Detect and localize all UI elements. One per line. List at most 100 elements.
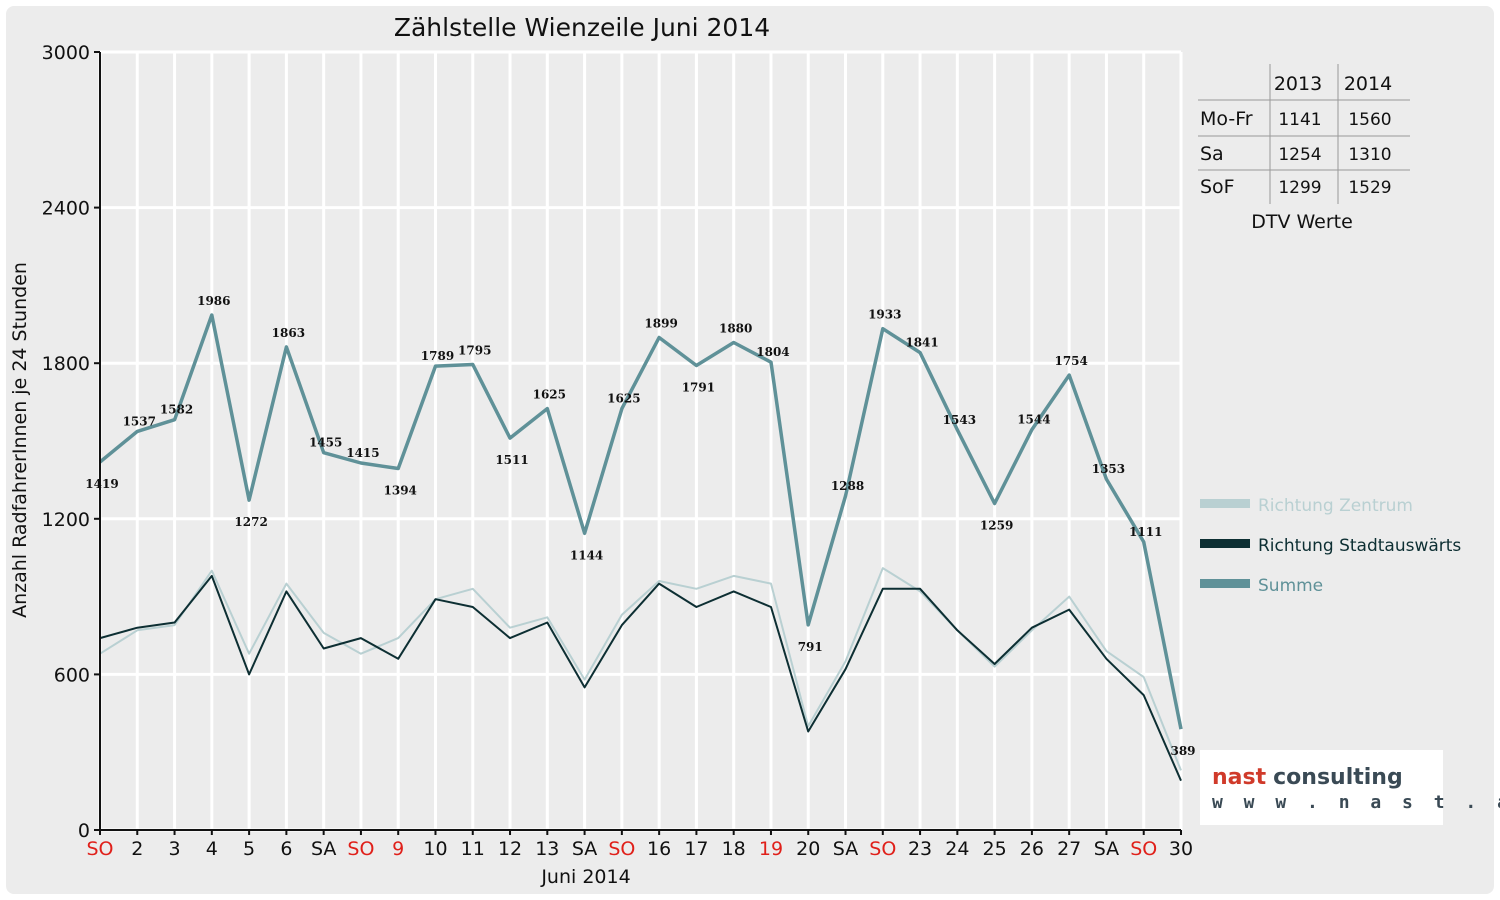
x-tick-label: 20 xyxy=(796,838,820,860)
x-tick-label: SA xyxy=(572,838,597,860)
dtv-header-2013: 2013 xyxy=(1274,73,1322,95)
logo-text: nast consulting xyxy=(1212,765,1403,790)
x-tick-label: SA xyxy=(1094,838,1119,860)
data-labels: 1419 1537 1582 1986 1272 1863 1455 1415 1394 1789… xyxy=(85,294,1195,758)
data-label: 1863 xyxy=(272,326,305,340)
x-tick-label: SO xyxy=(1130,838,1157,860)
x-tick-label: SO xyxy=(608,838,635,860)
series-line xyxy=(99,567,1182,771)
x-tick-label: 5 xyxy=(243,838,255,860)
data-label: 1754 xyxy=(1054,354,1087,368)
x-tick-label: 17 xyxy=(684,838,708,860)
legend-swatch xyxy=(1200,539,1250,548)
dtv-cell: 1310 xyxy=(1348,145,1391,165)
y-tick-label: 2400 xyxy=(42,198,90,220)
x-tick-label: SA xyxy=(311,838,336,860)
x-tick-label: 3 xyxy=(169,838,181,860)
x-tick-label: SO xyxy=(86,838,113,860)
data-label: 1455 xyxy=(309,436,342,450)
y-axis-label: Anzahl RadfahrerInnen je 24 Stunden xyxy=(9,262,31,618)
data-label: 1111 xyxy=(1129,525,1162,539)
x-tick-label: 9 xyxy=(392,838,404,860)
data-label: 1582 xyxy=(160,403,193,417)
y-tick-label: 1800 xyxy=(42,353,90,375)
dtv-table: 2013 2014 Mo-Fr 1141 1560 Sa 1254 1310 S… xyxy=(1198,64,1410,233)
series-line xyxy=(98,313,1183,730)
data-label: 1544 xyxy=(1017,413,1050,427)
x-tick-label: 27 xyxy=(1057,838,1081,860)
x-tick-label: 13 xyxy=(535,838,559,860)
x-tick-label: SA xyxy=(833,838,858,860)
data-label: 1625 xyxy=(607,392,640,406)
dtv-cell: 1141 xyxy=(1278,110,1321,130)
dtv-cell: 1529 xyxy=(1348,178,1391,198)
x-tick-label: SO xyxy=(347,838,374,860)
x-tick-label: 11 xyxy=(461,838,485,860)
data-label: 1899 xyxy=(644,317,677,331)
y-tick-label: 3000 xyxy=(42,42,90,64)
x-tick-label: 25 xyxy=(983,838,1007,860)
x-tick-label: SO xyxy=(869,838,896,860)
y-tick-label: 1200 xyxy=(42,509,90,531)
legend-label: Richtung Zentrum xyxy=(1258,496,1413,516)
data-label: 1288 xyxy=(831,479,864,493)
data-label: 1419 xyxy=(85,477,118,491)
y-tick-label: 0 xyxy=(78,820,90,842)
x-axis-label: Juni 2014 xyxy=(540,866,630,888)
data-label: 1353 xyxy=(1092,462,1125,476)
axes xyxy=(94,51,1182,835)
logo-url: w w w . n a s t . a t xyxy=(1212,792,1500,813)
data-label: 389 xyxy=(1170,744,1195,758)
dtv-cell: 1560 xyxy=(1348,110,1391,130)
series-lines xyxy=(98,313,1183,782)
chart-title: Zählstelle Wienzeile Juni 2014 xyxy=(394,13,770,42)
data-label: 1272 xyxy=(234,515,267,529)
data-label: 1795 xyxy=(458,343,491,357)
dtv-caption: DTV Werte xyxy=(1251,211,1353,233)
legend-swatch xyxy=(1200,579,1250,588)
data-label: 1986 xyxy=(197,294,230,308)
data-label: 1511 xyxy=(495,453,528,467)
y-tick-label: 600 xyxy=(54,664,90,686)
chart-frame xyxy=(6,6,1494,894)
dtv-row-label: SoF xyxy=(1200,176,1235,198)
data-label: 1537 xyxy=(123,414,156,428)
data-label: 1259 xyxy=(980,518,1013,532)
data-label: 1625 xyxy=(533,388,566,402)
data-label: 1933 xyxy=(868,308,901,322)
data-label: 1144 xyxy=(570,548,603,562)
data-label: 1841 xyxy=(905,336,938,350)
legend-label: Richtung Stadtauswärts xyxy=(1258,536,1461,556)
data-label: 1880 xyxy=(719,321,752,335)
data-label: 1415 xyxy=(346,446,379,460)
x-tick-label: 6 xyxy=(280,838,292,860)
grid-lines xyxy=(98,50,1183,832)
dtv-cell: 1254 xyxy=(1278,145,1321,165)
x-tick-label: 4 xyxy=(206,838,218,860)
series-line xyxy=(99,574,1182,782)
data-label: 1394 xyxy=(384,483,417,497)
x-tick-label: 12 xyxy=(498,838,522,860)
dtv-row-label: Sa xyxy=(1200,143,1224,165)
legend: Richtung Zentrum Richtung Stadtauswärts Su… xyxy=(1200,496,1461,596)
x-tick-label: 16 xyxy=(647,838,671,860)
x-tick-label: 24 xyxy=(945,838,969,860)
x-tick-label: 26 xyxy=(1020,838,1044,860)
data-label: 1789 xyxy=(421,349,454,363)
x-tick-label: 23 xyxy=(908,838,932,860)
data-label: 1791 xyxy=(682,381,715,395)
dtv-header-2014: 2014 xyxy=(1344,73,1392,95)
dtv-row-label: Mo-Fr xyxy=(1200,108,1253,130)
x-tick-label: 30 xyxy=(1169,838,1193,860)
legend-label: Summe xyxy=(1258,576,1323,596)
dtv-cell: 1299 xyxy=(1278,178,1321,198)
x-tick-label: 19 xyxy=(759,838,783,860)
x-tick-label: 2 xyxy=(131,838,143,860)
legend-swatch xyxy=(1200,499,1250,508)
x-tick-label: 10 xyxy=(423,838,447,860)
data-label: 791 xyxy=(798,640,823,654)
x-tick-label: 18 xyxy=(722,838,746,860)
